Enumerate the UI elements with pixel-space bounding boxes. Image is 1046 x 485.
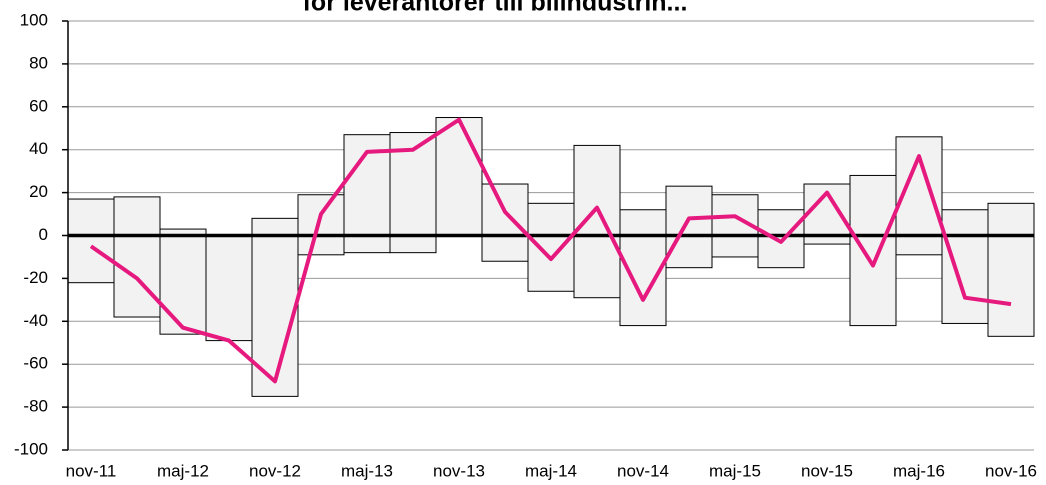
x-tick-label: nov-13: [433, 461, 485, 480]
y-tick-label: 40: [29, 139, 48, 158]
range-bar: [205, 235, 253, 342]
y-tick-label: 60: [29, 96, 48, 115]
x-tick-label: maj-15: [709, 461, 761, 480]
range-bar: [527, 202, 575, 292]
x-tick-label: nov-16: [985, 461, 1037, 480]
range-bar: [757, 209, 805, 269]
x-tick-label: nov-14: [617, 461, 669, 480]
y-tick-label: 80: [29, 53, 48, 72]
range-bar: [159, 228, 207, 335]
x-tick-label: maj-13: [341, 461, 393, 480]
range-bar: [665, 185, 713, 269]
y-tick-label: -20: [23, 268, 48, 287]
range-bar: [297, 194, 345, 256]
range-bar: [435, 117, 483, 236]
x-tick-label: nov-11: [66, 461, 117, 480]
chart-title: för leverantörer till bilindustrin...: [303, 0, 688, 17]
y-tick-label: -80: [23, 397, 48, 416]
y-tick-label: 0: [39, 225, 48, 244]
x-tick-label: maj-14: [525, 461, 577, 480]
range-bar: [389, 132, 437, 254]
range-bar: [113, 196, 161, 318]
x-tick-label: nov-15: [801, 461, 853, 480]
y-tick-label: -60: [23, 354, 48, 373]
y-tick-label: 100: [20, 10, 48, 29]
range-bar: [481, 183, 529, 262]
range-bar: [67, 198, 115, 284]
range-bar: [573, 144, 621, 299]
x-tick-label: maj-12: [157, 461, 209, 480]
x-tick-label: maj-16: [893, 461, 945, 480]
y-tick-label: -100: [14, 439, 48, 458]
range-bar: [987, 202, 1035, 337]
line: [89, 117, 1012, 384]
x-tick-label: nov-12: [249, 461, 301, 480]
y-tick-label: 20: [29, 182, 48, 201]
range-bar: [941, 209, 989, 324]
y-tick-label: -40: [23, 311, 48, 330]
range-bar: [849, 174, 897, 327]
